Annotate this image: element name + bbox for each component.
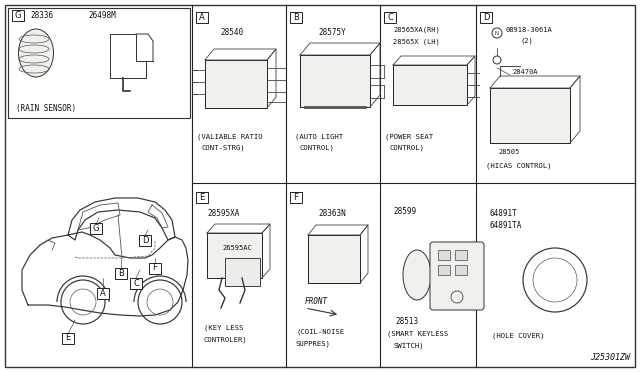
Text: B: B [118,269,124,278]
Bar [97,288,109,298]
Text: G: G [93,224,99,232]
Text: 28599: 28599 [393,206,416,215]
Bar [115,267,127,279]
Text: 28363N: 28363N [318,208,346,218]
Text: 28505: 28505 [498,149,519,155]
Bar [290,12,302,22]
Text: CONT-STRG): CONT-STRG) [202,145,246,151]
Text: 28575Y: 28575Y [318,28,346,36]
Text: 28595XA: 28595XA [207,208,239,218]
Text: A: A [100,289,106,298]
Text: (HOLE COVER): (HOLE COVER) [492,333,545,339]
Text: FRONT: FRONT [305,298,328,307]
Ellipse shape [403,250,431,300]
Text: (KEY LESS: (KEY LESS [204,325,243,331]
Text: E: E [200,192,205,202]
Bar [438,250,450,260]
Text: SWITCH): SWITCH) [393,343,424,349]
Bar [384,12,396,22]
Text: C: C [387,13,393,22]
Bar [90,222,102,234]
Text: 28470A: 28470A [512,69,538,75]
Text: CONTROL): CONTROL) [300,145,335,151]
Text: E: E [65,334,70,343]
Text: 64891TA: 64891TA [490,221,522,230]
Text: 26498M: 26498M [88,10,116,19]
Text: 26595AC: 26595AC [222,245,252,251]
Bar [438,265,450,275]
Text: SUPPRES): SUPPRES) [296,341,331,347]
FancyBboxPatch shape [430,242,484,310]
Text: 64891T: 64891T [490,208,518,218]
Text: C: C [133,279,139,288]
Bar [205,60,267,108]
Text: (HICAS CONTROL): (HICAS CONTROL) [486,163,552,169]
Text: (COIL-NOISE: (COIL-NOISE [296,329,344,335]
Text: N: N [495,31,499,35]
Text: G: G [15,10,21,19]
Text: (SMART KEYLESS: (SMART KEYLESS [387,331,448,337]
Bar [225,258,260,286]
Text: J25301ZW: J25301ZW [590,353,630,362]
Text: D: D [141,235,148,244]
Text: CONTROLER): CONTROLER) [204,337,248,343]
Text: F: F [294,192,298,202]
Bar [130,278,142,289]
Text: (VALIABLE RATIO: (VALIABLE RATIO [197,134,262,140]
Text: (RAIN SENSOR): (RAIN SENSOR) [16,103,76,112]
Bar [149,263,161,273]
Bar [300,55,370,107]
Bar [480,12,492,22]
Text: (AUTO LIGHT: (AUTO LIGHT [295,134,343,140]
Bar [139,234,151,246]
Text: F: F [152,263,157,273]
Bar [62,333,74,343]
Bar [455,265,467,275]
Bar [290,192,302,202]
Bar [8,8,190,118]
Text: CONTROL): CONTROL) [390,145,425,151]
Text: A: A [199,13,205,22]
Text: D: D [483,13,489,22]
Text: (POWER SEAT: (POWER SEAT [385,134,433,140]
Text: (2): (2) [520,38,532,44]
Bar [490,88,570,143]
Bar [207,233,262,278]
Bar [196,192,208,202]
Bar [455,250,467,260]
Text: 28565X (LH): 28565X (LH) [393,39,440,45]
Text: 28336: 28336 [30,10,53,19]
Bar [196,12,208,22]
Bar [12,10,24,20]
Bar [308,235,360,283]
Text: B: B [293,13,299,22]
Text: 08918-3061A: 08918-3061A [505,27,552,33]
Text: 28540: 28540 [220,28,243,36]
Bar [393,65,467,105]
Text: 28513: 28513 [395,317,418,327]
Text: 28565XA(RH): 28565XA(RH) [393,27,440,33]
Ellipse shape [19,29,54,77]
